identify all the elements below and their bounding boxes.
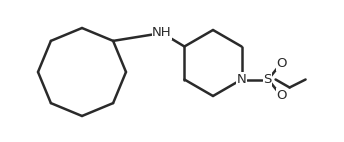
Text: O: O [276,89,287,102]
Text: N: N [237,73,246,86]
Text: S: S [264,73,272,86]
Text: NH: NH [152,27,172,39]
Text: O: O [276,57,287,70]
